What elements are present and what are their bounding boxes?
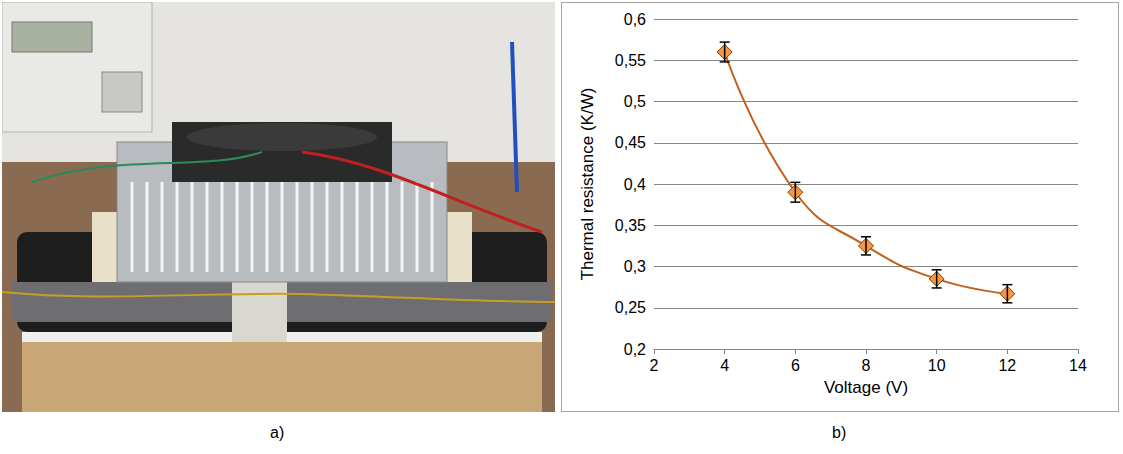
svg-text:0,3: 0,3 bbox=[624, 258, 646, 275]
svg-text:10: 10 bbox=[928, 357, 946, 374]
svg-text:0,35: 0,35 bbox=[615, 217, 646, 234]
svg-text:8: 8 bbox=[862, 357, 871, 374]
svg-text:12: 12 bbox=[998, 357, 1016, 374]
svg-text:0,4: 0,4 bbox=[624, 176, 646, 193]
svg-text:6: 6 bbox=[791, 357, 800, 374]
svg-text:4: 4 bbox=[720, 357, 729, 374]
svg-text:0,25: 0,25 bbox=[615, 299, 646, 316]
svg-text:0,5: 0,5 bbox=[624, 93, 646, 110]
svg-text:0,6: 0,6 bbox=[624, 11, 646, 28]
svg-text:2: 2 bbox=[650, 357, 659, 374]
svg-text:Thermal resistance (K/W): Thermal resistance (K/W) bbox=[578, 88, 597, 281]
html-text:b): b) bbox=[832, 424, 847, 441]
svg-text:Voltage (V): Voltage (V) bbox=[824, 378, 908, 397]
html-text:a): a) bbox=[270, 424, 285, 441]
svg-text:0,2: 0,2 bbox=[624, 341, 646, 358]
svg-text:0,45: 0,45 bbox=[615, 134, 646, 151]
svg-text:14: 14 bbox=[1069, 357, 1087, 374]
svg-text:0,55: 0,55 bbox=[615, 52, 646, 69]
